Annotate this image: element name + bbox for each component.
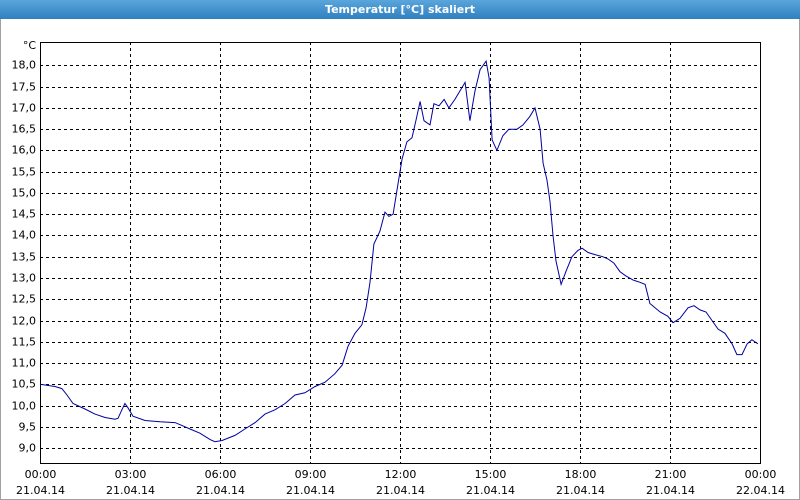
- y-tick-label: 15,5: [12, 166, 37, 179]
- x-tick-date: 21.04.14: [556, 484, 605, 497]
- y-tick-label: 11,5: [12, 336, 37, 349]
- x-tick-date: 21.04.14: [646, 484, 695, 497]
- x-tick-label: 03:00: [115, 468, 147, 481]
- x-tick-label: 00:00: [25, 468, 57, 481]
- y-tick-label: 13,0: [12, 272, 37, 285]
- y-tick-label: 9,5: [19, 421, 37, 434]
- y-tick-label: 12,5: [12, 293, 37, 306]
- y-tick-label: 9,0: [19, 442, 37, 455]
- y-tick-label: 17,5: [12, 81, 37, 94]
- x-tick-label: 12:00: [385, 468, 417, 481]
- y-tick-label: 17,0: [12, 102, 37, 115]
- chart-title: Temperatur [°C] skaliert: [325, 3, 475, 16]
- x-tick-date: 22.04.14: [736, 484, 785, 497]
- y-tick-label: 10,5: [12, 378, 37, 391]
- y-tick-label: 13,5: [12, 251, 37, 264]
- x-tick-label: 00:00: [745, 468, 777, 481]
- x-tick-label: 15:00: [475, 468, 507, 481]
- title-bar: [0, 0, 800, 19]
- x-tick-date: 21.04.14: [286, 484, 335, 497]
- plot-frame: [40, 42, 761, 464]
- x-tick-label: 21:00: [655, 468, 687, 481]
- y-tick-label: 18,0: [12, 59, 37, 72]
- x-tick-label: 18:00: [565, 468, 597, 481]
- y-tick-label: 12,0: [12, 315, 37, 328]
- y-tick-label: 11,0: [12, 357, 37, 370]
- x-tick-date: 21.04.14: [196, 484, 245, 497]
- x-tick-date: 21.04.14: [16, 484, 65, 497]
- y-tick-label: 14,5: [12, 208, 37, 221]
- y-tick-label: 16,0: [12, 144, 37, 157]
- y-unit: °C: [23, 39, 37, 52]
- x-tick-date: 21.04.14: [106, 484, 155, 497]
- line: [39, 59, 759, 443]
- x-tick-label: 06:00: [205, 468, 237, 481]
- y-tick-label: 10,0: [12, 400, 37, 413]
- y-tick-label: 16,5: [12, 123, 37, 136]
- y-tick-label: 14,0: [12, 229, 37, 242]
- x-tick-date: 21.04.14: [466, 484, 515, 497]
- y-tick-label: 15,0: [12, 187, 37, 200]
- x-tick-date: 21.04.14: [376, 484, 425, 497]
- x-tick-label: 09:00: [295, 468, 327, 481]
